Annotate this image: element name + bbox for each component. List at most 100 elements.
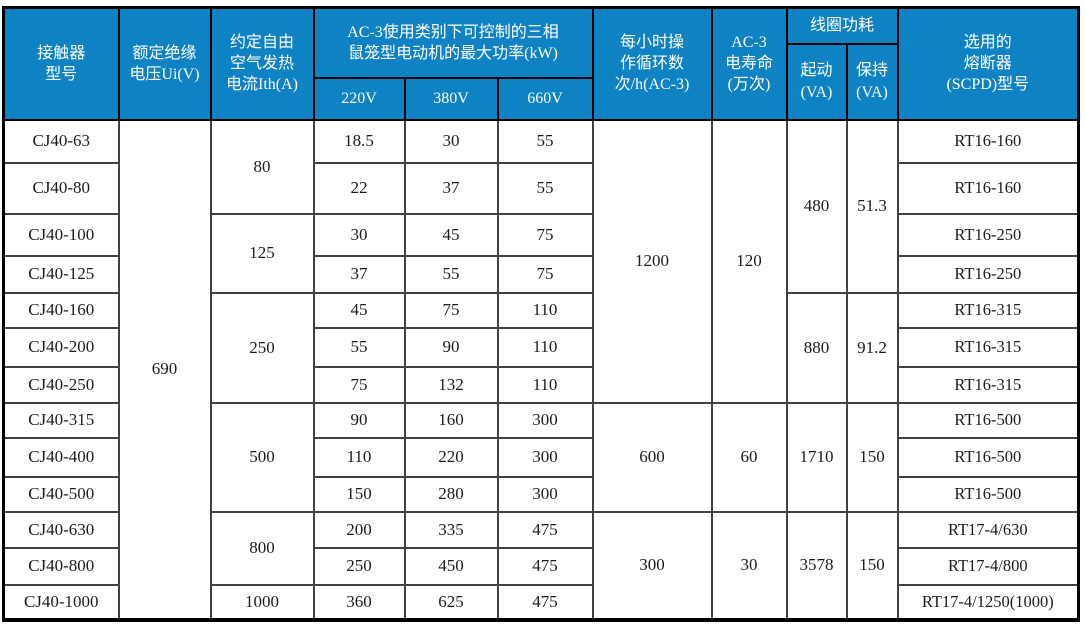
- power-380v-cell: 335: [403, 510, 499, 549]
- power-660v-cell: 300: [496, 436, 594, 478]
- header-max-power-kw: AC-3使用类别下可控制的三相 鼠笼型电动机的最大功率(kW): [312, 6, 594, 79]
- table-row: CJ40-80 22 37 55 RT16-160: [2, 161, 1080, 215]
- power-380v-cell: 45: [403, 212, 499, 257]
- ith-cell: 80: [209, 118, 315, 215]
- life-cell: 60: [710, 401, 788, 513]
- fuse-cell: RT17-4/1250(1000): [896, 583, 1080, 621]
- ith-cell: 1000: [209, 583, 315, 621]
- header-row-2: 起动 (VA) 保持 (VA): [4, 42, 1079, 121]
- power-380v-cell: 75: [403, 291, 499, 329]
- power-380v-cell: 160: [403, 401, 499, 439]
- cycles-cell: 600: [591, 401, 713, 513]
- power-660v-cell: 475: [496, 546, 594, 586]
- power-220v-cell: 37: [312, 254, 406, 294]
- header-220v: 220V: [312, 76, 406, 121]
- hold-va-cell: 150: [845, 401, 899, 513]
- power-660v-cell: 110: [496, 365, 594, 404]
- power-220v-cell: 55: [312, 326, 406, 368]
- power-220v-cell: 45: [312, 291, 406, 329]
- ith-cell: 800: [209, 510, 315, 586]
- model-cell: CJ40-630: [2, 510, 120, 549]
- power-220v-cell: 250: [312, 546, 406, 586]
- power-220v-cell: 150: [312, 475, 406, 513]
- model-cell: CJ40-800: [2, 546, 120, 586]
- life-cell: 120: [710, 118, 788, 404]
- power-660v-cell: 300: [496, 475, 594, 513]
- table-row: CJ40-250 75 132 110 RT16-315: [2, 365, 1080, 404]
- power-220v-cell: 90: [312, 401, 406, 439]
- fuse-cell: RT16-500: [896, 401, 1080, 439]
- fuse-cell: RT16-250: [896, 212, 1080, 257]
- fuse-cell: RT16-250: [896, 254, 1080, 294]
- model-cell: CJ40-100: [2, 212, 120, 257]
- fuse-cell: RT16-315: [896, 291, 1080, 329]
- power-380v-cell: 132: [403, 365, 499, 404]
- start-va-cell: 1710: [785, 401, 848, 513]
- power-220v-cell: 75: [312, 365, 406, 404]
- contactor-spec-table: 接触器 型号 额定绝缘 电压Ui(V) 约定自由 空气发热 电流Ith(A) A…: [2, 6, 1081, 622]
- power-220v-cell: 18.5: [312, 118, 406, 164]
- power-660v-cell: 110: [496, 291, 594, 329]
- life-cell: 30: [710, 510, 788, 621]
- table-row: CJ40-400 110 220 300 RT16-500: [2, 436, 1080, 478]
- model-cell: CJ40-250: [2, 365, 120, 404]
- model-cell: CJ40-400: [2, 436, 120, 478]
- table-row: CJ40-500 150 280 300 RT16-500: [2, 475, 1080, 513]
- power-380v-cell: 280: [403, 475, 499, 513]
- rated-voltage-cell: 690: [117, 118, 212, 621]
- power-660v-cell: 75: [496, 254, 594, 294]
- fuse-cell: RT16-315: [896, 326, 1080, 368]
- cycles-cell: 1200: [591, 118, 713, 404]
- table-row: CJ40-125 37 55 75 RT16-250: [2, 254, 1080, 294]
- power-220v-cell: 30: [312, 212, 406, 257]
- table-row: CJ40-160 250 45 75 110 880 91.2 RT16-315: [2, 291, 1080, 404]
- hold-va-cell: 91.2: [845, 291, 899, 404]
- start-va-cell: 3578: [785, 510, 848, 621]
- table-body: CJ40-63 690 80 18.5 30 55 1200 120 480 5…: [2, 118, 1080, 621]
- power-220v-cell: 200: [312, 510, 406, 549]
- header-fuse-type: 选用的 熔断器 (SCPD)型号: [896, 6, 1080, 121]
- model-cell: CJ40-200: [2, 326, 120, 368]
- table-row: CJ40-800 250 450 475 RT17-4/800: [2, 546, 1080, 586]
- header-thermal-current: 约定自由 空气发热 电流Ith(A): [209, 6, 315, 121]
- power-220v-cell: 22: [312, 161, 406, 215]
- header-rated-voltage: 额定绝缘 电压Ui(V): [117, 6, 212, 121]
- header-cycles-per-hour: 每小时操 作循环数 次/h(AC-3): [591, 6, 713, 121]
- power-380v-cell: 30: [403, 118, 499, 164]
- power-660v-cell: 300: [496, 401, 594, 439]
- model-cell: CJ40-1000: [2, 583, 120, 621]
- cycles-cell: 300: [591, 510, 713, 621]
- power-660v-cell: 55: [496, 161, 594, 215]
- power-660v-cell: 475: [496, 510, 594, 549]
- header-row-1: 接触器 型号 额定绝缘 电压Ui(V) 约定自由 空气发热 电流Ith(A) A…: [2, 6, 1080, 121]
- ith-cell: 500: [209, 401, 315, 513]
- model-cell: CJ40-500: [2, 475, 120, 513]
- start-va-cell: 880: [785, 291, 848, 404]
- fuse-cell: RT16-160: [896, 118, 1080, 164]
- power-380v-cell: 37: [403, 161, 499, 215]
- fuse-cell: RT16-500: [896, 436, 1080, 478]
- header-hold-va: 保持 (VA): [845, 42, 899, 121]
- power-380v-cell: 90: [403, 326, 499, 368]
- table-row: CJ40-630 800 200 335 475 300 30 3578 150…: [2, 510, 1080, 621]
- ith-cell: 125: [209, 212, 315, 294]
- power-660v-cell: 110: [496, 326, 594, 368]
- power-380v-cell: 625: [403, 583, 499, 621]
- fuse-cell: RT17-4/800: [896, 546, 1080, 586]
- model-cell: CJ40-315: [2, 401, 120, 439]
- model-cell: CJ40-63: [2, 118, 120, 164]
- table-row: CJ40-315 500 90 160 300 600 60 1710 150 …: [2, 401, 1080, 513]
- table-row: CJ40-200 55 90 110 RT16-315: [2, 326, 1080, 368]
- power-660v-cell: 55: [496, 118, 594, 164]
- table-row: CJ40-63 690 80 18.5 30 55 1200 120 480 5…: [2, 118, 1080, 621]
- table-row: CJ40-100 125 30 45 75 RT16-250: [2, 212, 1080, 294]
- fuse-cell: RT17-4/630: [896, 510, 1080, 549]
- model-cell: CJ40-125: [2, 254, 120, 294]
- header-electrical-life: AC-3 电寿命 (万次): [710, 6, 788, 121]
- header-row-3: 220V 380V 660V: [4, 76, 1079, 121]
- header-660v: 660V: [496, 76, 594, 121]
- hold-va-cell: 51.3: [845, 118, 899, 294]
- power-380v-cell: 450: [403, 546, 499, 586]
- model-cell: CJ40-80: [2, 161, 120, 215]
